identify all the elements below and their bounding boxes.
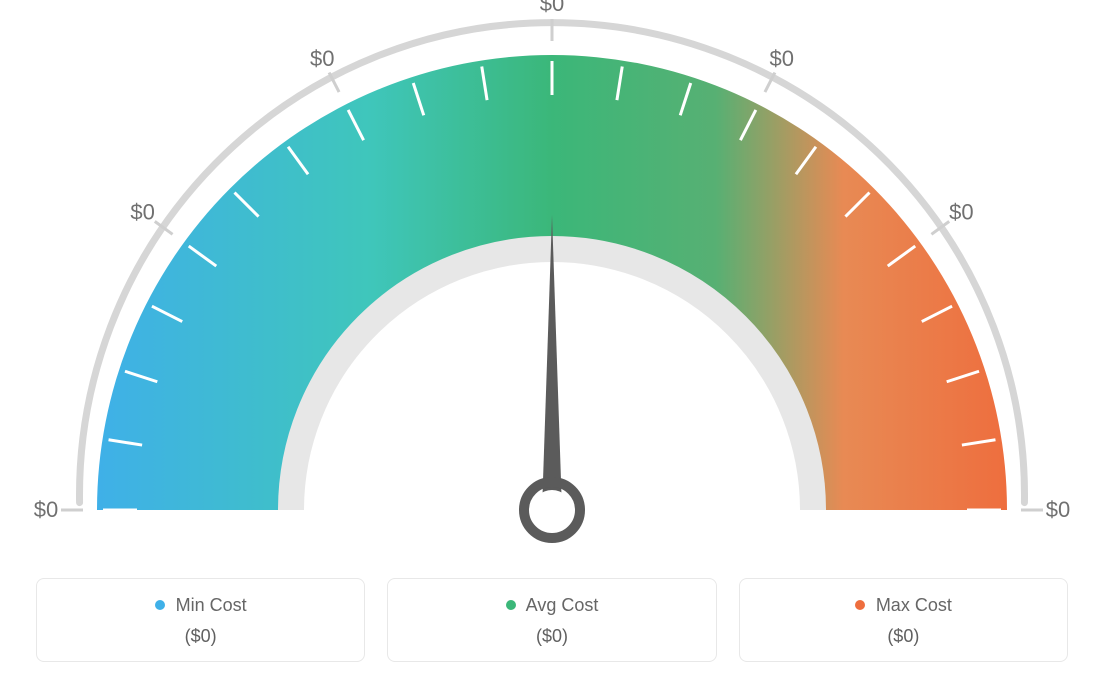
legend-avg-title: Avg Cost: [398, 595, 705, 616]
legend-max: Max Cost ($0): [739, 578, 1068, 662]
svg-text:$0: $0: [34, 497, 58, 522]
svg-text:$0: $0: [540, 0, 564, 16]
svg-text:$0: $0: [130, 200, 154, 225]
svg-text:$0: $0: [769, 46, 793, 71]
svg-text:$0: $0: [310, 46, 334, 71]
legend-min: Min Cost ($0): [36, 578, 365, 662]
svg-text:$0: $0: [949, 200, 973, 225]
legend-row: Min Cost ($0) Avg Cost ($0) Max Cost ($0…: [36, 578, 1068, 662]
legend-max-title: Max Cost: [750, 595, 1057, 616]
legend-max-label: Max Cost: [876, 595, 952, 615]
legend-max-value: ($0): [750, 626, 1057, 647]
gauge-svg: $0 $0 $0 $0 $0 $0 $0: [0, 0, 1104, 560]
gauge-area: $0 $0 $0 $0 $0 $0 $0: [0, 0, 1104, 560]
legend-min-title: Min Cost: [47, 595, 354, 616]
legend-max-bullet: [855, 600, 865, 610]
legend-min-bullet: [155, 600, 165, 610]
legend-min-label: Min Cost: [176, 595, 247, 615]
svg-text:$0: $0: [1046, 497, 1070, 522]
legend-avg-value: ($0): [398, 626, 705, 647]
cost-gauge-chart: $0 $0 $0 $0 $0 $0 $0 Min Cost ($0) Avg Cost ($…: [0, 0, 1104, 690]
legend-avg: Avg Cost ($0): [387, 578, 716, 662]
legend-avg-label: Avg Cost: [526, 595, 599, 615]
legend-avg-bullet: [506, 600, 516, 610]
legend-min-value: ($0): [47, 626, 354, 647]
